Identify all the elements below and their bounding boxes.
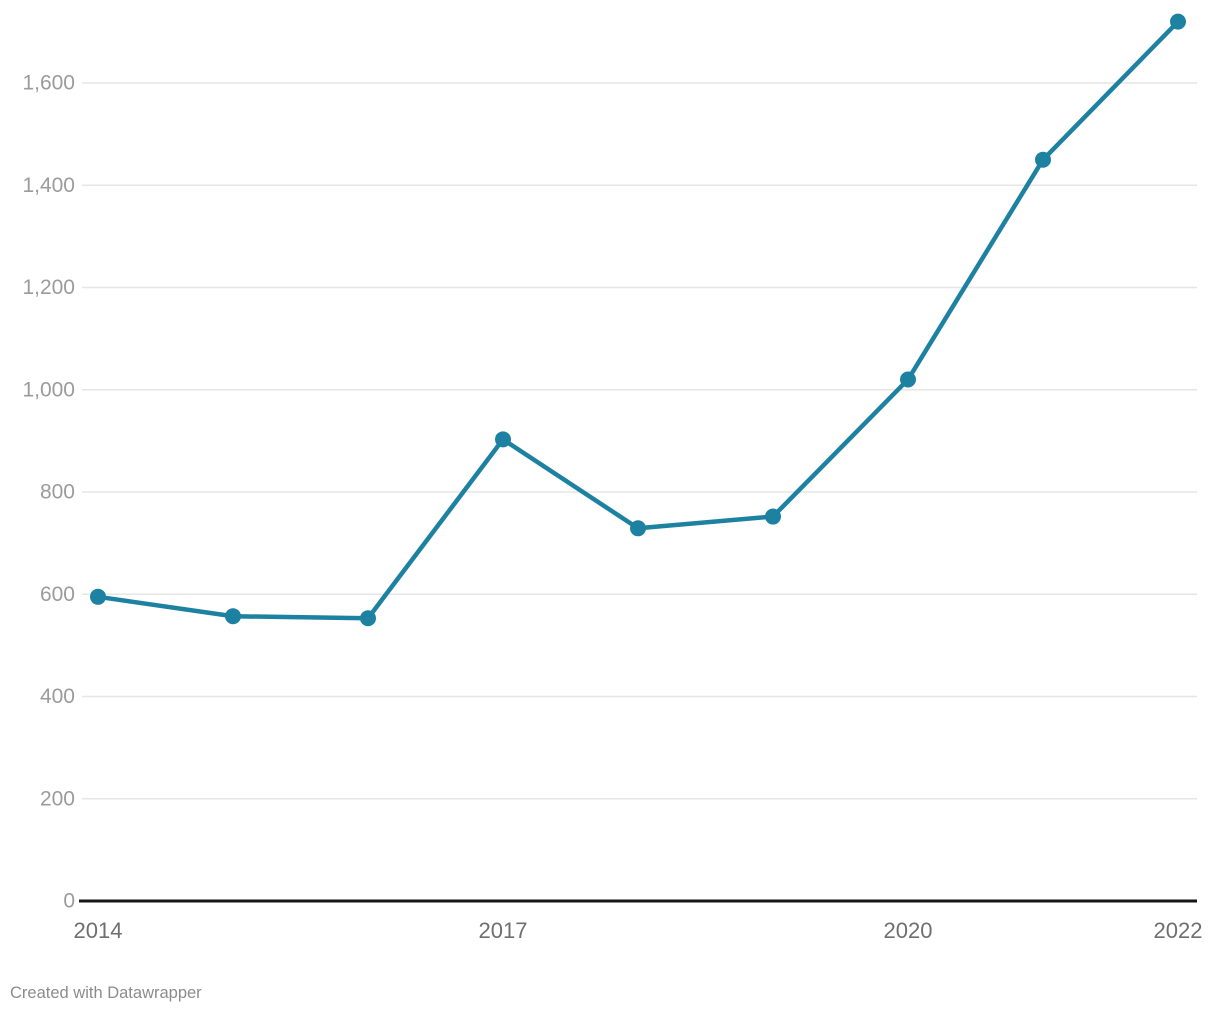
y-tick-label: 800	[40, 481, 75, 504]
y-tick-label: 400	[40, 685, 75, 708]
data-point[interactable]	[765, 508, 781, 525]
y-tick-label: 1,000	[22, 378, 75, 401]
y-tick-label: 0	[63, 890, 75, 913]
data-point[interactable]	[360, 610, 376, 627]
y-tick-label: 1,400	[22, 174, 75, 197]
data-point[interactable]	[225, 608, 241, 625]
data-point[interactable]	[90, 588, 106, 605]
x-tick-label: 2020	[884, 918, 933, 943]
x-tick-label: 2017	[479, 918, 528, 943]
y-tick-label: 200	[40, 787, 75, 810]
y-tick-label: 1,200	[22, 276, 75, 299]
data-point[interactable]	[900, 371, 916, 388]
y-tick-label: 1,600	[22, 72, 75, 95]
data-point[interactable]	[1170, 13, 1186, 30]
x-tick-label: 2014	[74, 918, 123, 943]
data-point[interactable]	[1035, 151, 1051, 168]
data-point[interactable]	[495, 431, 511, 448]
data-point[interactable]	[630, 520, 646, 537]
x-tick-label: 2022	[1154, 918, 1203, 943]
y-tick-label: 600	[40, 583, 75, 606]
datawrapper-attribution-link[interactable]: Created with Datawrapper	[10, 984, 202, 1002]
